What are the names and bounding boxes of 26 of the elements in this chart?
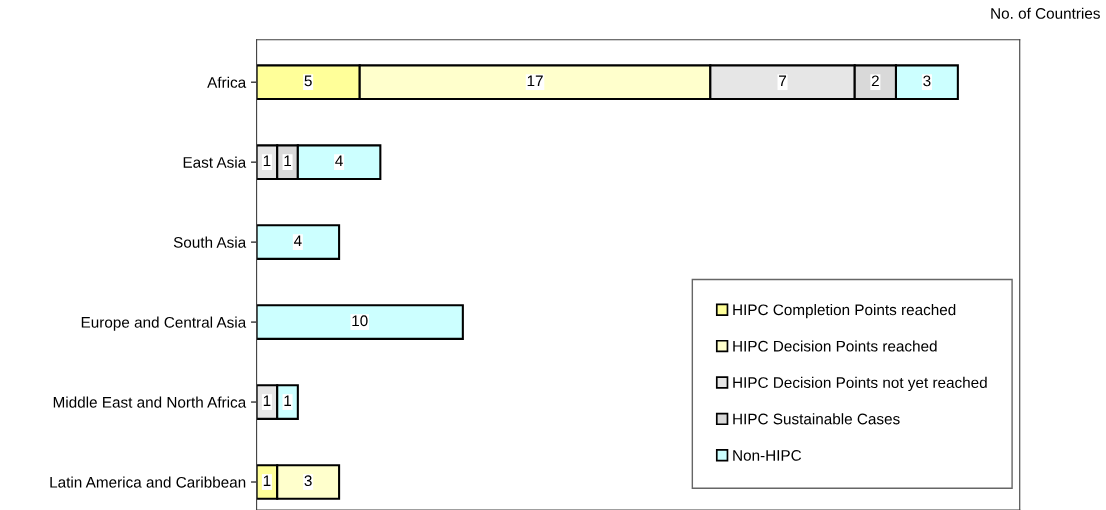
legend-label: HIPC Decision Points not yet reached xyxy=(733,376,987,392)
y-tick-label: Latin America and Caribbean xyxy=(50,476,246,488)
x-axis-title: No. of Countries xyxy=(991,7,1100,19)
data-label: 3 xyxy=(304,475,312,487)
data-label: 1 xyxy=(263,395,271,406)
data-label: 7 xyxy=(779,75,787,87)
data-label: 10 xyxy=(352,315,368,327)
data-label: 4 xyxy=(335,155,343,167)
legend-label: HIPC Sustainable Cases xyxy=(733,413,900,425)
data-label: 2 xyxy=(871,75,879,87)
y-tick-label: Africa xyxy=(207,76,247,88)
legend-label: HIPC Completion Points reached xyxy=(733,303,956,319)
data-label: 3 xyxy=(923,75,931,87)
data-label: 1 xyxy=(284,395,292,406)
data-label: 1 xyxy=(263,155,271,167)
legend-label: Non-HIPC xyxy=(733,449,802,461)
data-label: 5 xyxy=(304,75,312,87)
y-tick-label: East Asia xyxy=(183,156,247,168)
data-label: 1 xyxy=(284,155,292,167)
data-label: 17 xyxy=(527,75,543,87)
data-label: 4 xyxy=(293,235,302,247)
y-tick-label: Europe and Central Asia xyxy=(81,316,247,331)
y-tick-label: South Asia xyxy=(173,236,247,248)
y-tick-label: Middle East and North Africa xyxy=(53,396,247,408)
legend-label: HIPC Decision Points reached xyxy=(733,340,937,352)
data-label: 1 xyxy=(263,475,271,486)
